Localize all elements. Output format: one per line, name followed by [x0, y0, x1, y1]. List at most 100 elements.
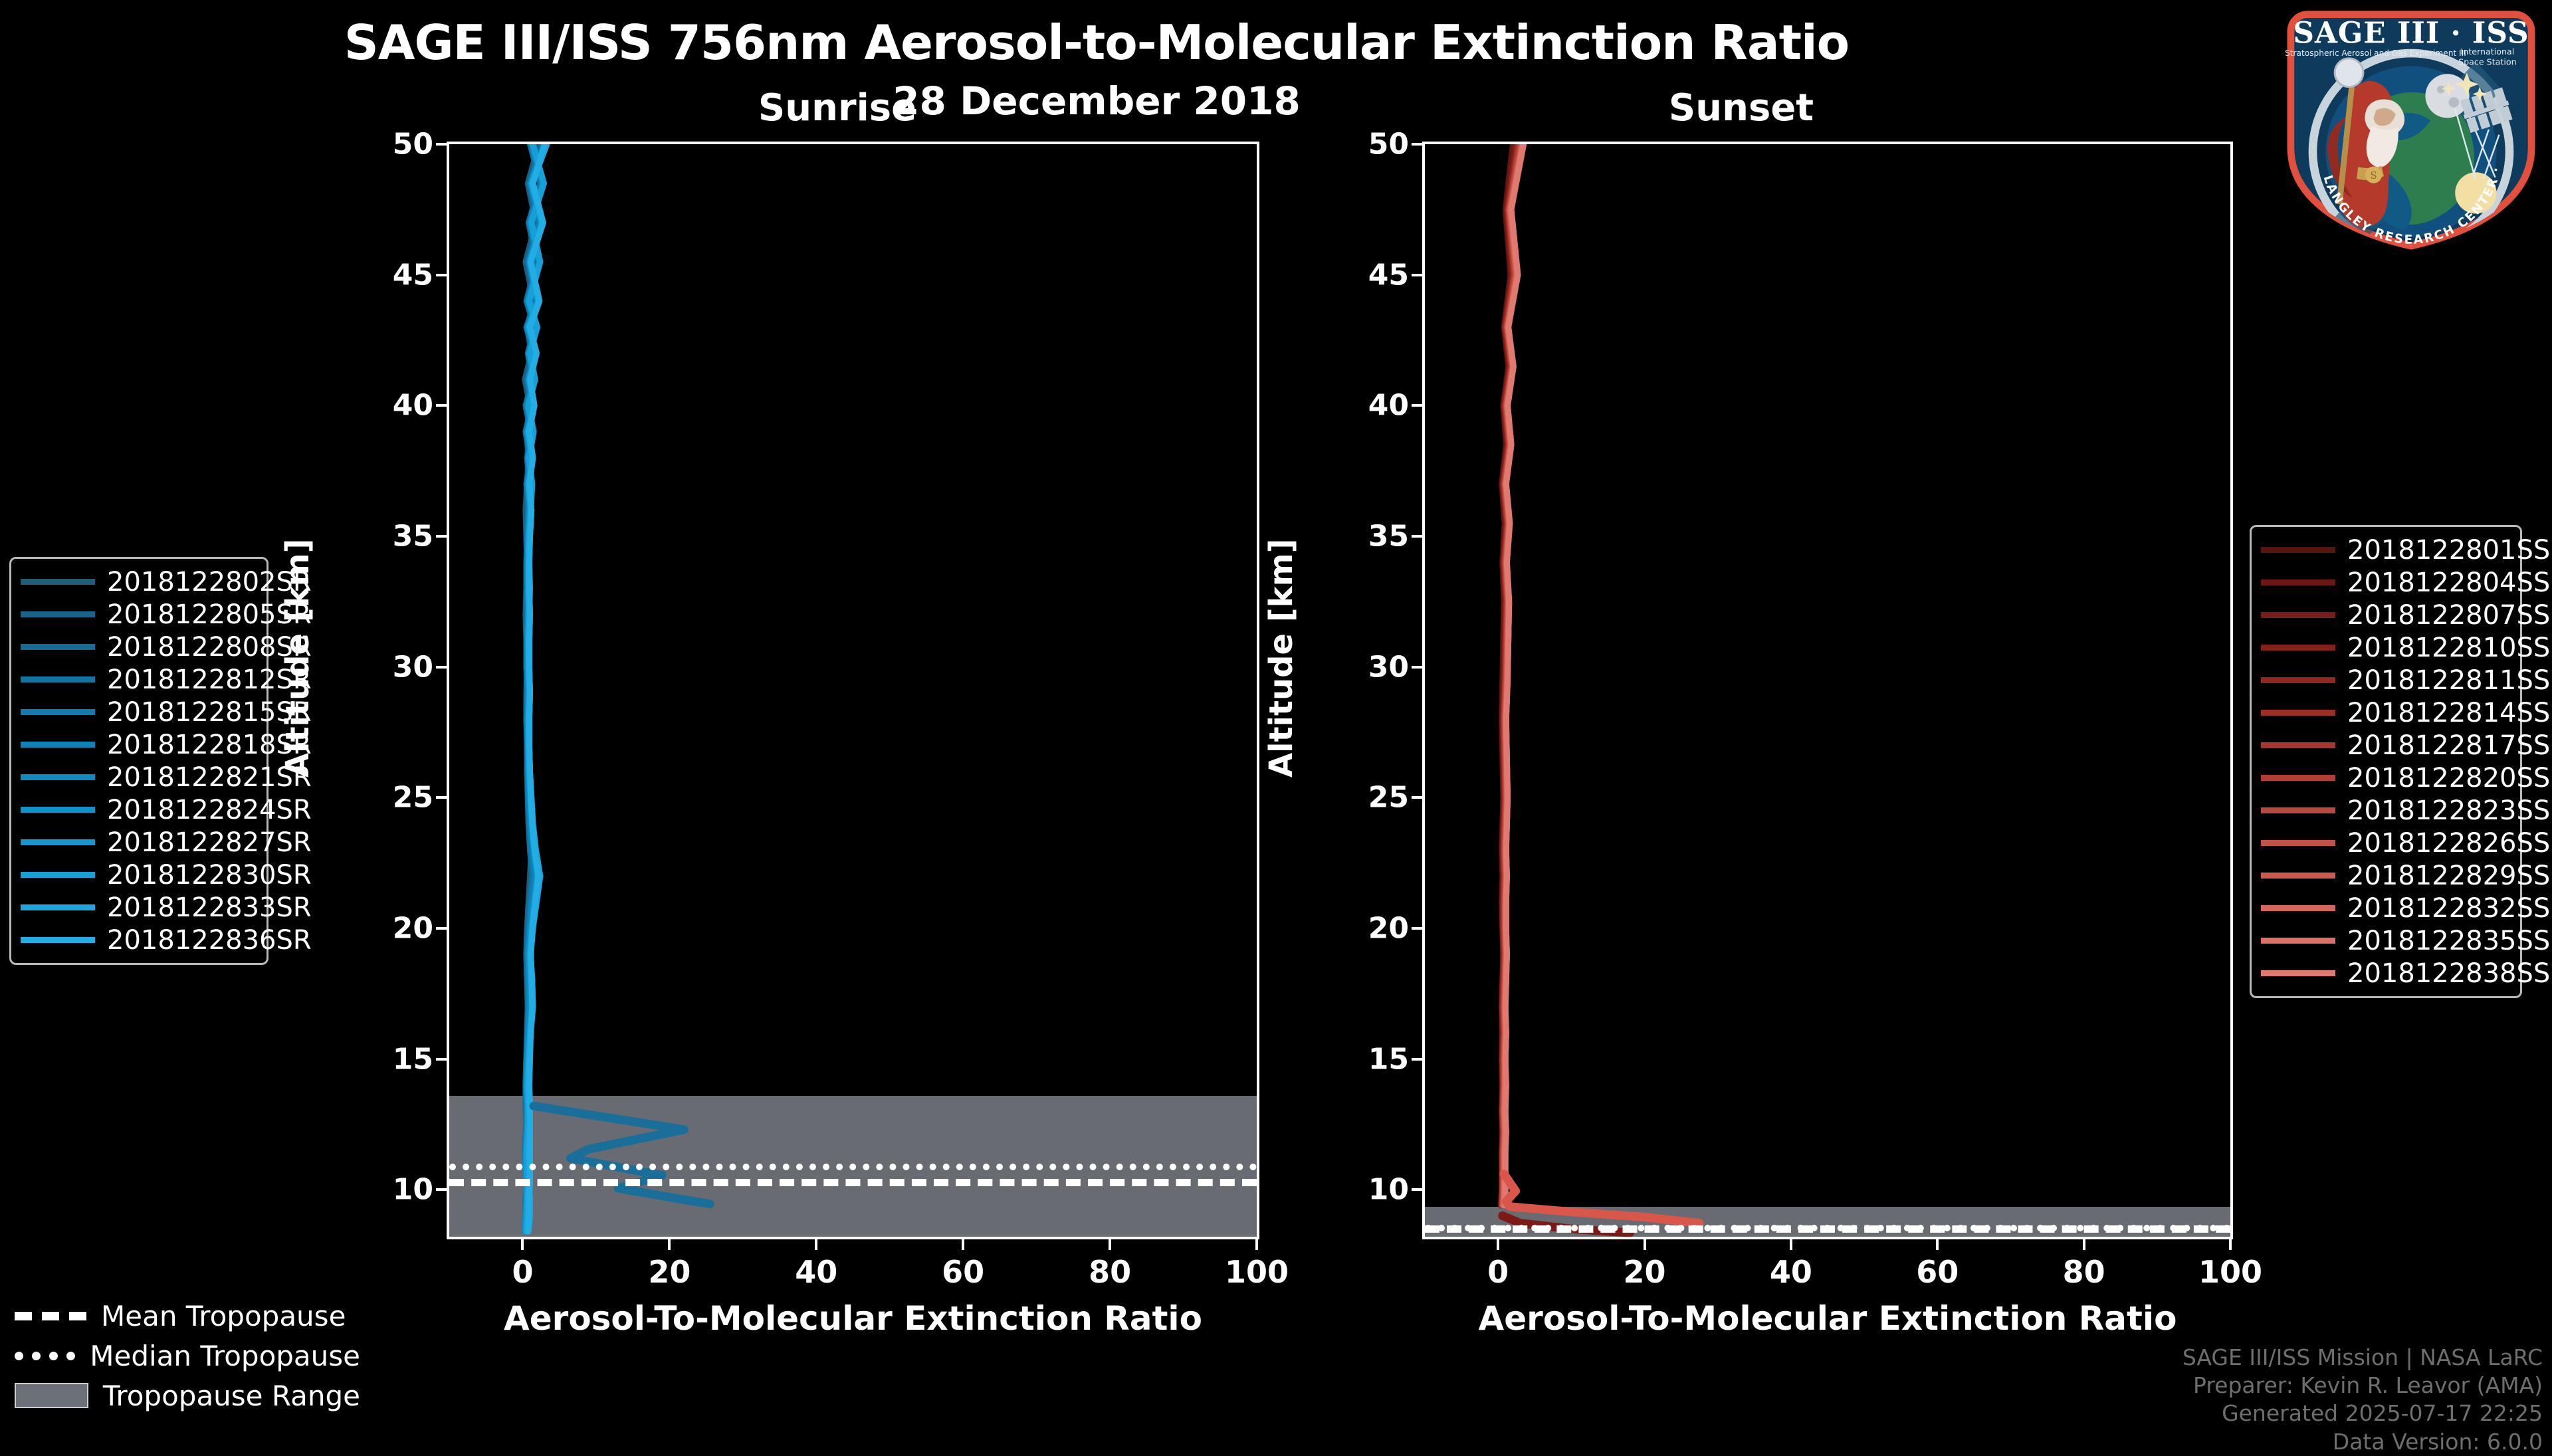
- sunset-plot-area: [1422, 142, 2233, 1239]
- legend-event-label: 2018122802SR: [107, 566, 312, 597]
- logo-subtitle-right-2: Space Station: [2458, 57, 2516, 67]
- credit-preparer: Preparer: Kevin R. Leavor (AMA): [2193, 1372, 2543, 1399]
- legend-color-swatch: [2261, 742, 2335, 748]
- legend-event-label: 2018122835SS: [2347, 925, 2551, 956]
- sunrise-legend-item[interactable]: 2018122812SR: [21, 663, 312, 696]
- legend-event-label: 2018122820SS: [2347, 762, 2551, 793]
- y-tick-label: 20: [392, 911, 433, 946]
- sunrise-legend-item[interactable]: 2018122827SR: [21, 826, 312, 859]
- x-tick-mark: [815, 1239, 818, 1250]
- sunrise-legend-item[interactable]: 2018122815SR: [21, 696, 312, 728]
- sunset-legend-item[interactable]: 2018122811SS: [2261, 664, 2550, 696]
- sunset-legend-item[interactable]: 2018122817SS: [2261, 729, 2550, 762]
- x-tick-label: 60: [942, 1254, 985, 1290]
- legend-event-label: 2018122804SS: [2347, 567, 2551, 598]
- legend-event-label: 2018122805SR: [107, 599, 312, 630]
- legend-color-swatch: [2261, 710, 2335, 716]
- legend-color-swatch: [21, 579, 95, 585]
- sunset-legend-item[interactable]: 2018122801SS: [2261, 534, 2550, 566]
- logo-subtitle-right-1: International: [2461, 47, 2515, 56]
- legend-event-label: 2018122830SR: [107, 859, 312, 890]
- y-tick-mark: [436, 143, 447, 146]
- sunset-legend-item[interactable]: 2018122810SS: [2261, 631, 2550, 664]
- y-tick-mark: [1412, 796, 1422, 799]
- band-swatch-icon: [15, 1383, 88, 1408]
- x-tick-label: 80: [2062, 1254, 2105, 1290]
- y-tick-mark: [436, 404, 447, 407]
- sunset-legend-item[interactable]: 2018122826SS: [2261, 827, 2550, 859]
- legend-event-label: 2018122817SS: [2347, 730, 2551, 761]
- legend-item-median-tropopause: Median Tropopause: [15, 1336, 360, 1376]
- tropopause-legend: Mean Tropopause Median Tropopause Tropop…: [15, 1296, 360, 1415]
- legend-event-label: 2018122836SR: [107, 924, 312, 956]
- sunset-legend: 2018122801SS 2018122804SS 2018122807SS 2018…: [2250, 525, 2550, 998]
- legend-event-label: 2018122838SS: [2347, 958, 2551, 989]
- x-tick-label: 60: [1916, 1254, 1959, 1290]
- sunrise-legend-item[interactable]: 2018122830SR: [21, 859, 312, 891]
- y-tick-label: 40: [1368, 388, 1409, 423]
- legend-event-label: 2018122827SR: [107, 827, 312, 858]
- legend-event-label: 2018122818SR: [107, 729, 312, 760]
- sunset-legend-item[interactable]: 2018122804SS: [2261, 566, 2550, 599]
- legend-color-swatch: [2261, 677, 2335, 683]
- y-tick-mark: [436, 665, 447, 669]
- y-tick-label: 50: [1368, 127, 1409, 161]
- credit-generated: Generated 2025-07-17 22:25: [2222, 1400, 2543, 1427]
- sunrise-legend-item[interactable]: 2018122805SR: [21, 598, 312, 631]
- x-tick-mark: [2082, 1239, 2085, 1250]
- legend-color-swatch: [2261, 645, 2335, 651]
- sunset-legend-item[interactable]: 2018122829SS: [2261, 859, 2550, 892]
- x-tick-mark: [1643, 1239, 1646, 1250]
- sunset-legend-item[interactable]: 2018122820SS: [2261, 762, 2550, 794]
- sunset-legend-item[interactable]: 2018122807SS: [2261, 599, 2550, 631]
- sunrise-legend-item[interactable]: 2018122824SR: [21, 793, 312, 826]
- sunrise-legend-item[interactable]: 2018122802SR: [21, 566, 312, 598]
- sunrise-legend-item[interactable]: 2018122833SR: [21, 891, 312, 924]
- y-tick-label: 35: [1368, 519, 1409, 554]
- y-tick-label: 45: [392, 258, 433, 292]
- y-tick-mark: [436, 796, 447, 799]
- y-tick-label: 40: [392, 388, 433, 423]
- legend-event-label: 2018122833SR: [107, 892, 312, 923]
- legend-event-label: 2018122824SR: [107, 794, 312, 825]
- sunrise-legend-item[interactable]: 2018122821SR: [21, 761, 312, 793]
- sunrise-legend: 2018122802SR 2018122805SR 2018122808SR 2018…: [9, 557, 312, 965]
- y-tick-mark: [1412, 926, 1422, 930]
- x-tick-mark: [1936, 1239, 1939, 1250]
- mean-tropopause-line: [449, 1179, 1257, 1187]
- legend-event-label: 2018122801SS: [2347, 534, 2551, 566]
- x-tick-mark: [1109, 1239, 1112, 1250]
- sunset-legend-item[interactable]: 2018122835SS: [2261, 924, 2550, 957]
- legend-event-label: 2018122810SS: [2347, 632, 2551, 663]
- legend-event-label: 2018122821SR: [107, 762, 312, 793]
- sunrise-legend-item[interactable]: 2018122836SR: [21, 924, 312, 956]
- y-tick-mark: [1412, 273, 1422, 276]
- legend-event-label: 2018122808SR: [107, 631, 312, 663]
- profile-line-excursion: [529, 1101, 714, 1209]
- legend-label-tropopause-range: Tropopause Range: [102, 1379, 360, 1412]
- svg-text:S: S: [2371, 170, 2377, 181]
- legend-color-swatch: [21, 774, 95, 780]
- legend-color-swatch: [2261, 873, 2335, 879]
- legend-event-label: 2018122815SR: [107, 696, 312, 728]
- sunset-legend-item[interactable]: 2018122814SS: [2261, 696, 2550, 729]
- sunset-panel-heading: Sunset: [1668, 86, 1814, 130]
- sunset-legend-item[interactable]: 2018122838SS: [2261, 957, 2550, 989]
- legend-color-swatch: [21, 937, 95, 943]
- median-tropopause-line: [449, 1163, 1257, 1170]
- y-tick-mark: [1412, 1188, 1422, 1192]
- sunrise-legend-item[interactable]: 2018122818SR: [21, 728, 312, 761]
- legend-color-swatch: [2261, 905, 2335, 911]
- legend-event-label: 2018122829SS: [2347, 860, 2551, 891]
- y-tick-mark: [436, 273, 447, 276]
- legend-item-tropopause-range: Tropopause Range: [15, 1376, 360, 1415]
- y-tick-mark: [1412, 404, 1422, 407]
- sunset-legend-item[interactable]: 2018122832SS: [2261, 892, 2550, 924]
- sunrise-legend-item[interactable]: 2018122808SR: [21, 631, 312, 663]
- legend-color-swatch: [2261, 579, 2335, 585]
- legend-color-swatch: [21, 676, 95, 682]
- legend-color-swatch: [2261, 840, 2335, 846]
- legend-color-swatch: [21, 709, 95, 715]
- legend-item-mean-tropopause: Mean Tropopause: [15, 1296, 360, 1336]
- sunset-legend-item[interactable]: 2018122823SS: [2261, 794, 2550, 827]
